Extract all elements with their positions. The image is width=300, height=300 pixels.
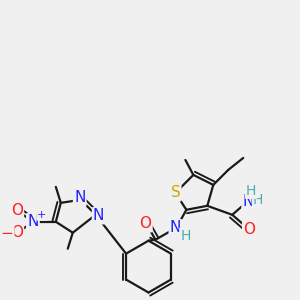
Text: H: H <box>246 184 256 198</box>
Text: N: N <box>242 194 254 209</box>
Text: N: N <box>93 208 104 223</box>
Text: +: + <box>37 210 46 220</box>
Text: O: O <box>140 216 152 231</box>
Text: N: N <box>74 190 85 205</box>
Text: O: O <box>11 203 23 218</box>
Text: N: N <box>170 220 181 235</box>
Text: H: H <box>253 193 263 207</box>
Text: H: H <box>180 229 190 243</box>
Text: O: O <box>11 225 23 240</box>
Text: N: N <box>27 214 39 229</box>
Text: O: O <box>243 222 255 237</box>
Text: S: S <box>170 185 180 200</box>
Text: −: − <box>1 226 13 241</box>
